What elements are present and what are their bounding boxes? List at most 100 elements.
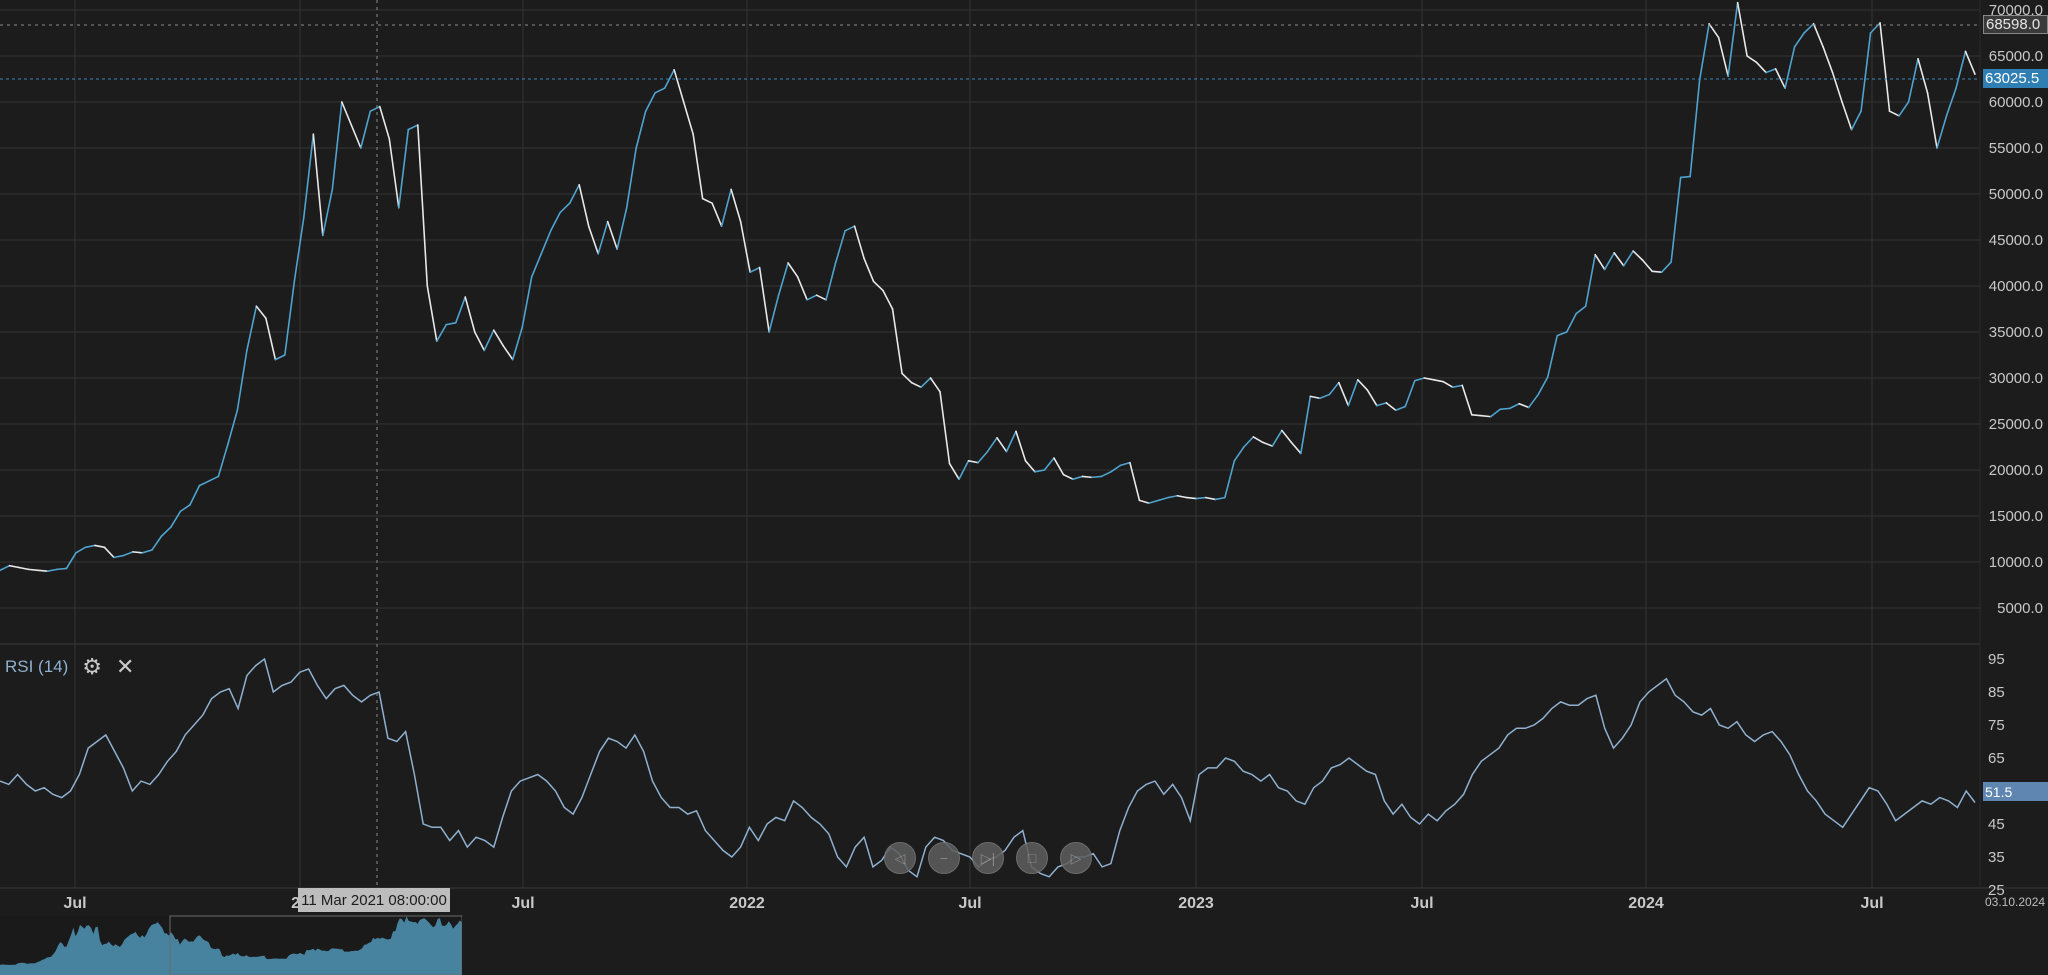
rsi-tick-label: 65 (1988, 750, 2005, 767)
price-segment (122, 551, 134, 557)
price-segment (1442, 380, 1454, 389)
price-segment (863, 257, 875, 283)
price-segment (825, 262, 837, 301)
time-axis: Jul20Jul2022Jul2023Jul2024Jul (63, 895, 1883, 912)
time-tick-label: Jul (1410, 895, 1433, 912)
price-segment (75, 546, 87, 554)
rsi-tick-label: 75 (1988, 717, 2005, 734)
price-segment (1508, 402, 1521, 410)
price-segment (597, 220, 609, 255)
close-icon[interactable]: ✕ (116, 654, 135, 679)
price-segment (948, 462, 960, 481)
price-segment (1822, 45, 1834, 74)
price-tick-label: 20000.0 (1989, 462, 2043, 479)
forward-icon[interactable]: ▷ (1060, 842, 1092, 874)
price-tick-label: 70000.0 (1989, 2, 2043, 19)
square-icon[interactable]: □ (1016, 842, 1048, 874)
price-segment (1717, 36, 1729, 78)
rsi-tick-label: 25 (1988, 882, 2005, 899)
price-segment (1062, 473, 1074, 481)
price-segment (578, 184, 590, 227)
price-segment (56, 567, 68, 571)
price-segment (331, 101, 343, 191)
time-tick-label: Jul (511, 895, 534, 912)
navigator-chart[interactable] (0, 915, 2048, 975)
price-segment (1860, 32, 1872, 112)
price-segment (1394, 405, 1407, 412)
price-segment (473, 331, 486, 352)
price-segment (1053, 457, 1065, 476)
price-segment (0, 564, 11, 572)
price-segment (568, 184, 581, 204)
price-segment (1670, 176, 1682, 263)
price-segment (1300, 395, 1312, 455)
rsi-legend-name: RSI (14) (5, 657, 69, 676)
price-segment (939, 390, 951, 465)
price-segment (834, 230, 846, 264)
price-segment (844, 225, 856, 232)
price-segment (189, 484, 201, 506)
price-segment (1404, 379, 1416, 408)
price-segment (663, 69, 675, 89)
price-segment (958, 459, 970, 481)
price-segment (1034, 469, 1046, 473)
price-segment (46, 568, 58, 573)
price-segment (1755, 61, 1767, 74)
price-segment (388, 138, 400, 209)
price-segment (246, 305, 258, 352)
price-tick-label: 45000.0 (1989, 232, 2043, 249)
price-tick-label: 60000.0 (1989, 94, 2043, 111)
price-segment (1072, 475, 1084, 481)
price-segment (1527, 393, 1540, 409)
price-segment (749, 266, 761, 274)
price-segment (1907, 57, 1919, 103)
price-segment (673, 69, 685, 103)
price-segment (1575, 305, 1587, 315)
time-tick-label: Jul (63, 895, 86, 912)
end-date-label: 03.10.2024 (1985, 895, 2046, 909)
price-segment (1176, 494, 1188, 499)
price-segment (1698, 22, 1710, 81)
navigator-area (0, 916, 462, 975)
price-segment (1926, 92, 1938, 149)
price-segment (635, 110, 647, 149)
price-segment (227, 409, 239, 446)
price-segment (625, 147, 637, 209)
price-segment (1917, 57, 1929, 94)
price-segment (1727, 1, 1739, 78)
price-segment (1565, 312, 1578, 333)
price-segment (1451, 384, 1464, 389)
time-tick-label: 2022 (729, 895, 765, 912)
price-segment (996, 436, 1008, 453)
rsi-tick-label: 45 (1988, 816, 2005, 833)
minus-icon[interactable]: − (928, 842, 960, 874)
price-segment (322, 188, 334, 237)
price-segment (113, 554, 125, 559)
price-segment (1480, 414, 1492, 418)
price-segment (1167, 494, 1179, 499)
price-segment (1689, 79, 1701, 178)
price-segment (549, 211, 562, 232)
price-segment (1641, 259, 1653, 273)
price-segment (1765, 68, 1777, 74)
price-segment (654, 87, 666, 94)
price-segment (1233, 446, 1245, 462)
price-segment (1091, 475, 1103, 479)
skip-end-icon[interactable]: ▷| (972, 842, 1004, 874)
price-segment (530, 253, 543, 278)
price-tick-label: 15000.0 (1989, 508, 2043, 525)
price-segment (170, 510, 182, 528)
price-segment (777, 262, 789, 297)
price-segment (1489, 408, 1502, 418)
gear-icon[interactable]: ⚙ (82, 654, 103, 679)
price-segment (1005, 430, 1017, 453)
back-icon[interactable]: ◁ (884, 842, 916, 874)
price-segment (1945, 87, 1957, 117)
price-segment (1271, 429, 1283, 447)
price-segment (1043, 457, 1055, 471)
price-segment (910, 381, 922, 389)
price-segment (1955, 50, 1967, 89)
price-tick-label: 10000.0 (1989, 554, 2043, 571)
price-segment (1357, 379, 1369, 391)
